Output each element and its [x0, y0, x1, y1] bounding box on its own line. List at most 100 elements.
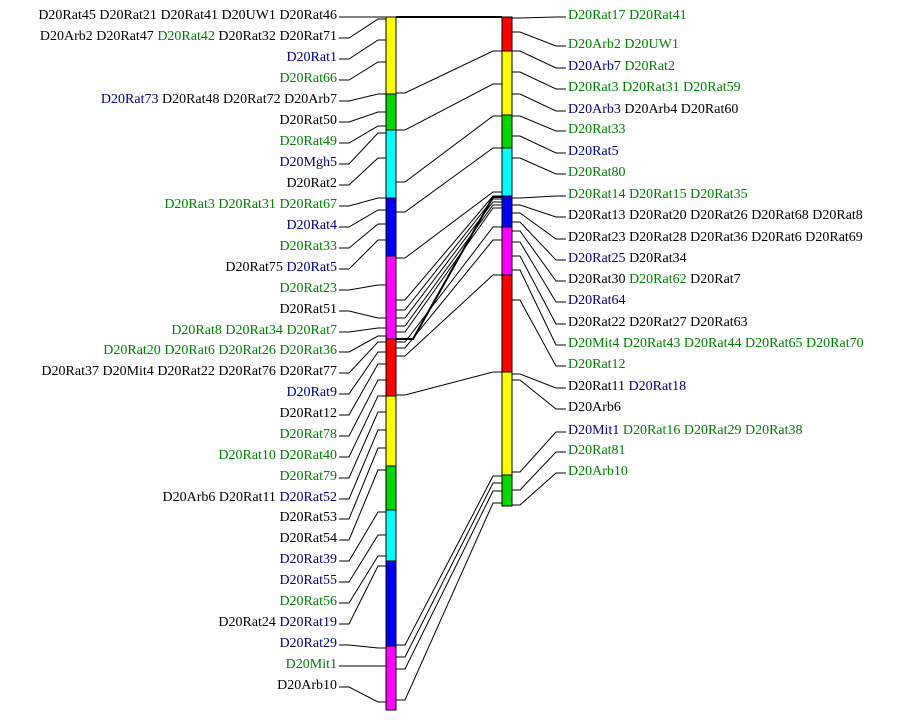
marker-name: D20Mgh5 [279, 155, 337, 170]
marker-label: D20Rat17 D20Rat41 [568, 8, 687, 24]
leader-line [339, 93, 386, 102]
marker-name: D20Rat32 [214, 29, 276, 44]
marker-name: D20Rat41 [156, 8, 218, 23]
marker-label: D20Mit1 [286, 657, 337, 673]
marker-name: D20Rat23 [279, 281, 337, 296]
marker-name: D20Rat55 [279, 573, 337, 588]
marker-name: D20Rat80 [568, 165, 626, 180]
marker-label: D20Rat33 [279, 239, 337, 255]
marker-name: D20Rat21 [95, 8, 157, 23]
marker-name: D20Rat8 [808, 208, 863, 223]
leader-line [339, 132, 386, 165]
connector-line [396, 371, 502, 396]
marker-name: D20Rat6 [747, 230, 802, 245]
marker-name: D20Rat1 [286, 50, 337, 65]
marker-name: D20Arb2 [568, 37, 621, 52]
marker-label: D20Arb6 [568, 400, 621, 416]
left-chromosome-band [385, 255, 397, 340]
marker-name: D20Arb6 [162, 490, 216, 505]
right-chromosome-band [501, 195, 513, 228]
marker-name: D20Rat4 [286, 218, 337, 233]
leader-line [339, 429, 386, 500]
marker-name: D20Rat20 [625, 208, 687, 223]
marker-name: D20Rat10 [218, 448, 276, 463]
connector-line [396, 482, 502, 658]
left-chromosome-band [385, 509, 397, 562]
marker-label: D20Rat37 D20Mit4 D20Rat22 D20Rat76 D20Ra… [41, 364, 337, 380]
marker-name: D20UW1 [218, 8, 276, 23]
marker-name: D20Rat11 [568, 379, 626, 394]
marker-name: D20Rat78 [279, 427, 337, 442]
marker-label: D20Rat24 D20Rat19 [218, 615, 337, 631]
marker-label: D20Rat45 D20Rat21 D20Rat41 D20UW1 D20Rat… [38, 8, 337, 24]
marker-name: D20Rat62 [625, 272, 687, 287]
marker-name: D20Rat27 [625, 315, 687, 330]
marker-label: D20Arb6 D20Rat11 D20Rat52 [163, 490, 338, 506]
leader-line [339, 197, 386, 207]
leader-line [512, 212, 566, 240]
marker-label: D20Mgh5 [279, 155, 337, 171]
marker-name: D20Rat12 [279, 406, 337, 421]
marker-name: D20Rat67 [275, 197, 337, 212]
left-chromosome-band [385, 197, 397, 257]
marker-name: D20Rat50 [279, 113, 337, 128]
connector-line [396, 226, 502, 343]
marker-label: D20Rat13 D20Rat20 D20Rat26 D20Rat68 D20R… [568, 208, 863, 224]
marker-name: D20Rat45 [38, 8, 96, 23]
right-chromosome-band [501, 274, 513, 373]
marker-name: D20Rat3 [164, 197, 215, 212]
marker-name: D20Rat42 [153, 29, 215, 44]
leader-line [339, 395, 386, 458]
left-chromosome-band [385, 338, 397, 397]
marker-label: D20Rat64 [568, 293, 626, 309]
leader-line [512, 472, 566, 506]
leader-line [512, 135, 566, 154]
marker-name: D20Rat13 [568, 208, 626, 223]
leader-line [339, 411, 386, 479]
marker-label: D20Rat5 [568, 144, 619, 160]
connector-line [396, 115, 502, 183]
marker-name: D20Rat59 [679, 80, 741, 95]
left-chromosome-band [385, 16, 397, 95]
marker-name: D20Rat46 [275, 8, 337, 23]
marker-label: D20Rat1 [286, 50, 337, 66]
marker-label: D20Rat25 D20Rat34 [568, 251, 687, 267]
marker-label: D20Rat2 [286, 176, 337, 192]
marker-name: D20Rat39 [279, 552, 337, 567]
marker-name: D20Rat8 [171, 323, 222, 338]
left-chromosome-band [385, 129, 397, 199]
marker-name: D20Rat31 [214, 197, 276, 212]
marker-name: D20Rat15 [625, 187, 687, 202]
leader-line [512, 299, 566, 367]
marker-name: D20Rat7 [282, 323, 337, 338]
marker-name: D20Rat3 [568, 80, 619, 95]
connector-line [396, 83, 502, 131]
leader-line [339, 327, 386, 333]
marker-name: D20Rat28 [625, 230, 687, 245]
marker-name: D20Arb3 [568, 102, 621, 117]
connector-line [396, 191, 502, 259]
leader-line [512, 241, 566, 303]
connector-line [396, 198, 502, 311]
leader-line [339, 111, 386, 123]
connector-line [396, 502, 502, 701]
leader-line [512, 230, 566, 282]
right-chromosome-band [501, 16, 513, 52]
leader-line [512, 431, 566, 473]
marker-label: D20Rat81 [568, 443, 626, 459]
marker-name: D20Rat6 [160, 343, 215, 358]
marker-label: D20Rat4 [286, 218, 337, 234]
connector-line [396, 274, 502, 357]
marker-name: D20Rat5 [568, 144, 619, 159]
marker-name: D20Arb10 [277, 678, 337, 693]
marker-label: D20Rat12 [568, 357, 626, 373]
marker-name: D20Rat71 [275, 29, 337, 44]
leader-line [512, 379, 566, 410]
marker-label: D20Arb2 D20UW1 [568, 37, 679, 53]
left-chromosome-band [385, 465, 397, 511]
marker-label: D20Arb10 [568, 464, 628, 480]
marker-name: D20Rat52 [275, 490, 337, 505]
right-chromosome-band [501, 114, 513, 149]
marker-label: D20Rat29 [279, 636, 337, 652]
leader-line [339, 363, 386, 416]
